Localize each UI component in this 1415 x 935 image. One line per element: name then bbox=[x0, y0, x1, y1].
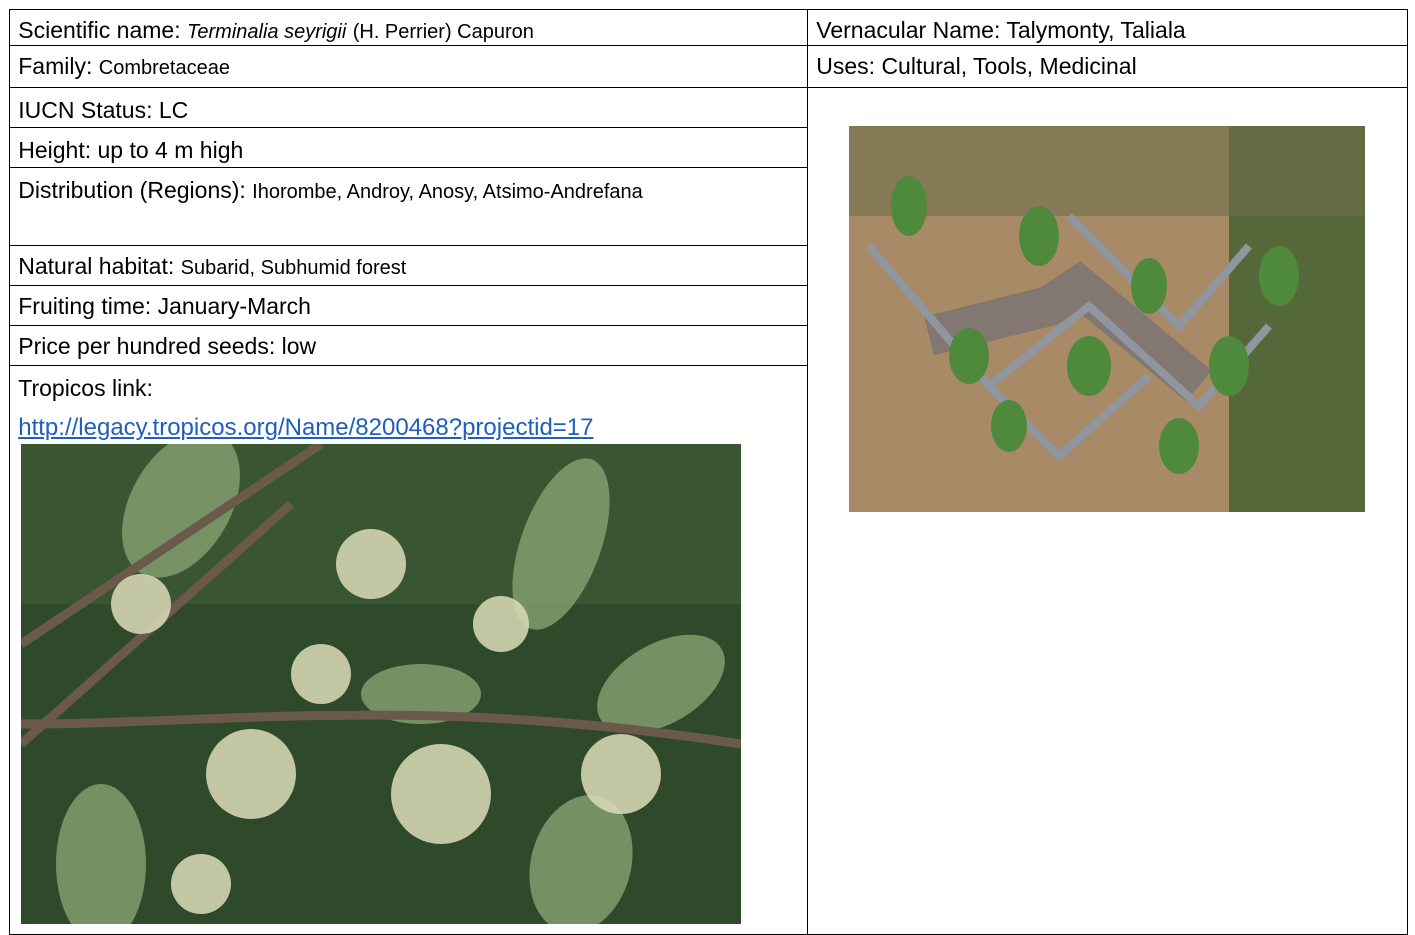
value: LC bbox=[158, 97, 189, 124]
row-vernacular: Vernacular Name: Talymonty, Taliala bbox=[807, 9, 1409, 47]
label: Tropicos link: bbox=[18, 375, 153, 402]
plant-photo bbox=[849, 126, 1365, 512]
label: Scientific name: bbox=[18, 17, 181, 44]
species: Terminalia seyrigii bbox=[187, 21, 347, 44]
row-height: Height: up to 4 m high bbox=[9, 127, 809, 169]
label: Uses: bbox=[816, 53, 876, 80]
authority: (H. Perrier) Capuron bbox=[352, 21, 534, 44]
value: up to 4 m high bbox=[97, 137, 244, 164]
row-fruiting: Fruiting time: January-March bbox=[9, 285, 809, 327]
label: Height: bbox=[18, 137, 92, 164]
flower-photo bbox=[21, 444, 741, 924]
label: Family: bbox=[18, 53, 93, 80]
label: IUCN Status: bbox=[18, 97, 153, 124]
value: Combretaceae bbox=[98, 57, 230, 80]
value: Subarid, Subhumid forest bbox=[180, 257, 407, 280]
row-habitat: Natural habitat: Subarid, Subhumid fores… bbox=[9, 245, 809, 287]
row-tropicos: Tropicos link: http://legacy.tropicos.org… bbox=[9, 365, 809, 935]
label: Distribution (Regions): bbox=[18, 177, 246, 204]
row-uses: Uses: Cultural, Tools, Medicinal bbox=[807, 45, 1409, 89]
value: low bbox=[281, 333, 317, 360]
row-family: Family: Combretaceae bbox=[9, 45, 809, 89]
value: Talymonty, Taliala bbox=[1006, 17, 1186, 44]
link[interactable]: http://legacy.tropicos.org/Name/8200468?… bbox=[18, 414, 594, 442]
row-iucn: IUCN Status: LC bbox=[9, 87, 809, 129]
row-scientific-name: Scientific name: Terminalia seyrigii (H.… bbox=[9, 9, 809, 47]
label: Natural habitat: bbox=[18, 253, 175, 280]
value: January-March bbox=[157, 293, 311, 320]
value: Ihorombe, Androy, Anosy, Atsimo-Andrefan… bbox=[252, 181, 643, 204]
label: Vernacular Name: bbox=[816, 17, 1001, 44]
row-distribution: Distribution (Regions): Ihorombe, Androy… bbox=[9, 167, 809, 247]
row-price: Price per hundred seeds: low bbox=[9, 325, 809, 367]
label: Price per hundred seeds: bbox=[18, 333, 276, 360]
value: Cultural, Tools, Medicinal bbox=[881, 53, 1137, 80]
label: Fruiting time: bbox=[18, 293, 152, 320]
